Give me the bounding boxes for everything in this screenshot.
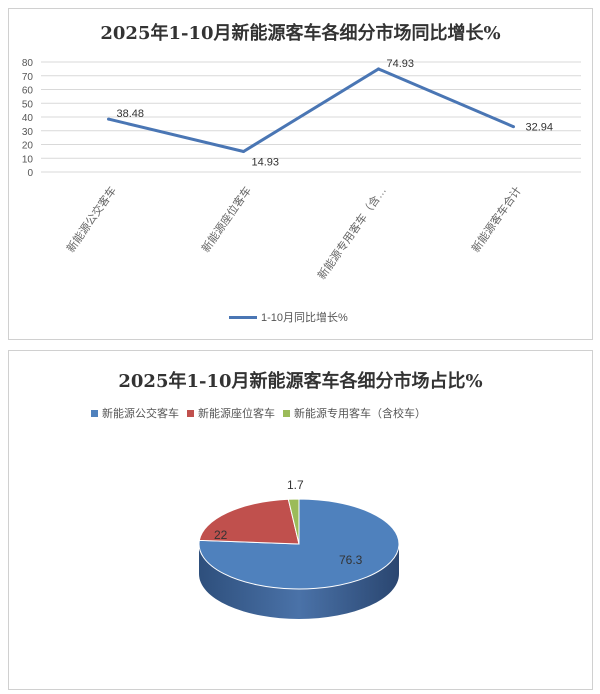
pie-data-label: 22 [214, 528, 228, 542]
data-label: 38.48 [117, 108, 145, 120]
pie-data-label: 76.3 [339, 553, 363, 567]
data-label: 14.93 [252, 156, 280, 168]
series-line [108, 67, 515, 154]
y-tick-label: 60 [22, 86, 34, 97]
y-tick-label: 80 [22, 58, 34, 69]
legend-swatch-bus [91, 409, 98, 417]
pie-slice [198, 498, 300, 545]
data-label: 74.93 [387, 58, 415, 70]
y-tick-label: 30 [22, 127, 34, 138]
pie-chart: 76.3 22 1.7 [198, 478, 400, 619]
legend-label: 1-10月同比增长% [261, 312, 348, 324]
line-chart-panel: 2025年1-10月新能源客车各细分市场同比增长% 0 10 20 30 40 50 60 7… [8, 8, 593, 340]
x-tick-label: 新能源公交客车 [63, 184, 119, 255]
pie-legend: 新能源公交客车 新能源座位客车 新能源专用客车（含校车） [91, 405, 426, 421]
data-point [107, 117, 110, 121]
data-point [512, 125, 515, 129]
y-tick-label: 10 [22, 154, 34, 165]
pie-chart-title: 2025年1-10月新能源客车各细分市场占比% [118, 371, 483, 392]
pie-slice [287, 498, 300, 545]
x-tick-label: 新能源专用客车（含… [314, 184, 389, 282]
x-tick-label: 新能源座位客车 [198, 184, 254, 255]
line-chart-title: 2025年1-10月新能源客车各细分市场同比增长% [100, 23, 501, 44]
legend-label-special: 新能源专用客车（含校车） [294, 408, 426, 420]
data-point [242, 149, 245, 153]
y-tick-label: 0 [27, 168, 33, 179]
line-chart: 0 10 20 30 40 50 60 70 80 38.48 14.93 74.93 32.94 新能源… [22, 58, 581, 282]
data-label: 32.94 [526, 122, 554, 134]
legend-line-swatch [229, 315, 257, 319]
pie-data-label: 1.7 [287, 478, 304, 492]
y-tick-label: 40 [22, 113, 34, 124]
y-tick-label: 50 [22, 99, 34, 110]
x-tick-label: 新能源客车合计 [468, 184, 524, 255]
y-tick-label: 70 [22, 72, 34, 83]
line-legend: 1-10月同比增长% [229, 309, 348, 325]
legend-label-bus: 新能源公交客车 [102, 408, 179, 420]
legend-swatch-seat [187, 409, 194, 417]
data-point [377, 67, 380, 71]
legend-swatch-special [283, 409, 290, 417]
legend-label-seat: 新能源座位客车 [198, 408, 275, 420]
y-tick-label: 20 [22, 141, 34, 152]
pie-chart-panel: 2025年1-10月新能源客车各细分市场占比% 新能源公交客车 新能源座位客车 … [8, 350, 593, 690]
pie-side-wall [199, 544, 399, 619]
